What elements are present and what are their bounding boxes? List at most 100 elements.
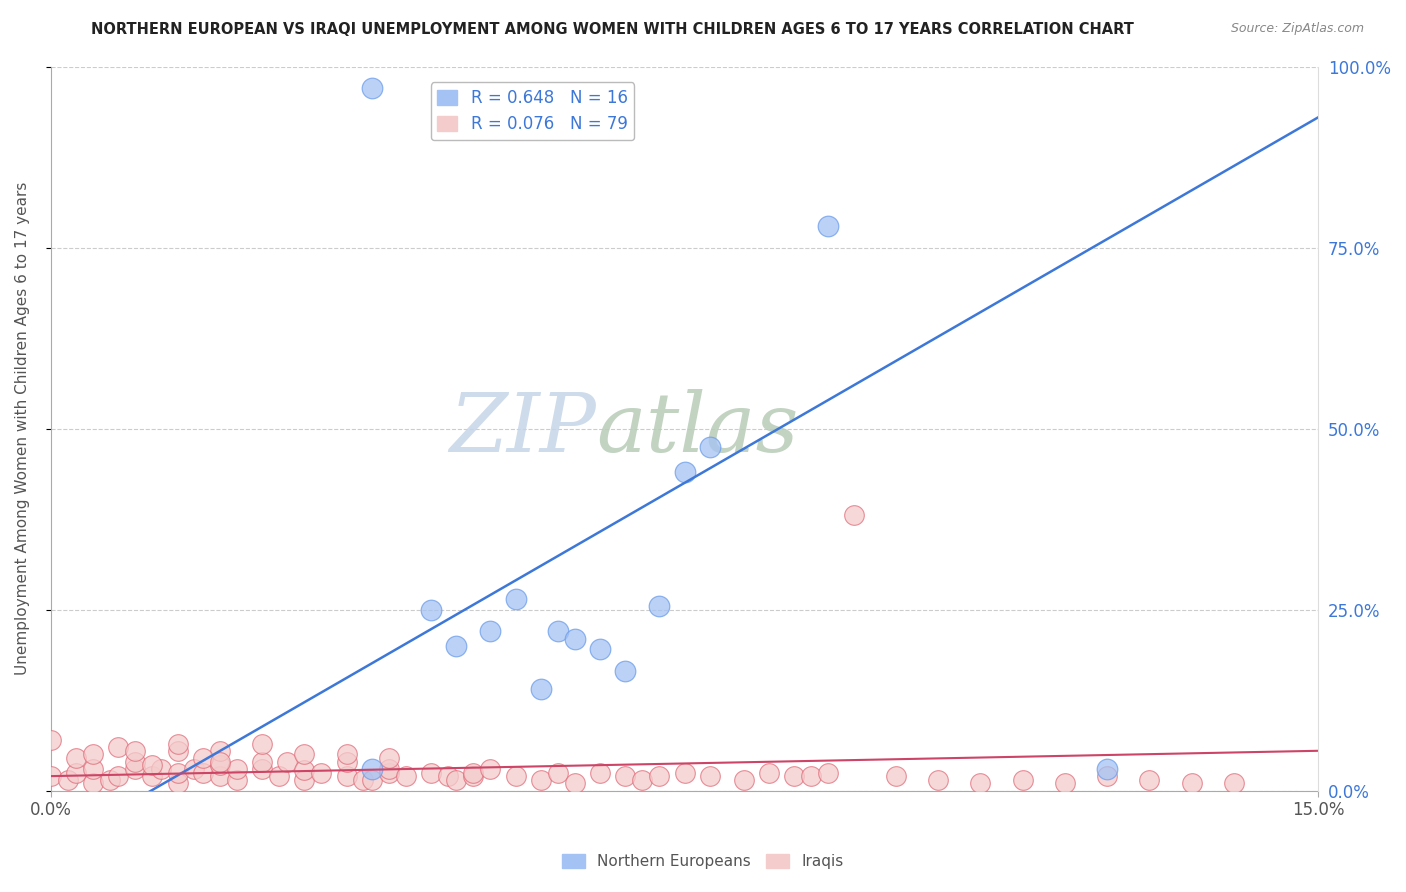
Point	[446, 639, 468, 653]
Point	[292, 747, 315, 762]
Point	[276, 755, 298, 769]
Point	[378, 765, 401, 780]
Point	[479, 624, 502, 639]
Point	[166, 765, 188, 780]
Point	[166, 744, 188, 758]
Point	[65, 751, 87, 765]
Point	[1180, 776, 1202, 790]
Point	[65, 765, 87, 780]
Point	[446, 772, 468, 787]
Point	[648, 769, 671, 783]
Point	[884, 769, 907, 783]
Point	[124, 762, 146, 776]
Point	[208, 769, 231, 783]
Point	[420, 765, 443, 780]
Point	[39, 733, 62, 747]
Point	[225, 762, 247, 776]
Point	[335, 747, 357, 762]
Point	[420, 602, 443, 616]
Point	[673, 765, 696, 780]
Point	[361, 772, 384, 787]
Point	[614, 664, 637, 678]
Point	[166, 737, 188, 751]
Point	[530, 682, 553, 697]
Point	[361, 762, 384, 776]
Point	[250, 755, 273, 769]
Point	[1223, 776, 1246, 790]
Point	[463, 765, 485, 780]
Point	[395, 769, 418, 783]
Point	[82, 762, 104, 776]
Point	[191, 765, 214, 780]
Point	[547, 765, 569, 780]
Point	[1095, 769, 1118, 783]
Point	[191, 751, 214, 765]
Point	[614, 769, 637, 783]
Point	[309, 765, 332, 780]
Point	[292, 772, 315, 787]
Point	[335, 769, 357, 783]
Point	[166, 776, 188, 790]
Point	[82, 747, 104, 762]
Point	[817, 765, 839, 780]
Point	[124, 755, 146, 769]
Point	[479, 762, 502, 776]
Point	[817, 219, 839, 233]
Point	[208, 758, 231, 772]
Point	[141, 758, 163, 772]
Point	[267, 769, 290, 783]
Point	[39, 769, 62, 783]
Point	[589, 765, 612, 780]
Point	[361, 81, 384, 95]
Point	[547, 624, 569, 639]
Point	[98, 772, 121, 787]
Point	[505, 591, 527, 606]
Point	[733, 772, 755, 787]
Point	[208, 744, 231, 758]
Point	[225, 772, 247, 787]
Point	[1053, 776, 1076, 790]
Point	[107, 740, 129, 755]
Point	[378, 751, 401, 765]
Point	[353, 772, 375, 787]
Point	[589, 642, 612, 657]
Y-axis label: Unemployment Among Women with Children Ages 6 to 17 years: Unemployment Among Women with Children A…	[15, 182, 30, 675]
Point	[927, 772, 949, 787]
Point	[969, 776, 991, 790]
Point	[82, 776, 104, 790]
Point	[673, 465, 696, 479]
Text: Source: ZipAtlas.com: Source: ZipAtlas.com	[1230, 22, 1364, 36]
Point	[463, 769, 485, 783]
Point	[335, 755, 357, 769]
Point	[530, 772, 553, 787]
Point	[183, 762, 205, 776]
Point	[437, 769, 460, 783]
Text: atlas: atlas	[596, 389, 799, 468]
Point	[141, 769, 163, 783]
Point	[758, 765, 780, 780]
Text: ZIP: ZIP	[449, 389, 596, 468]
Point	[1011, 772, 1033, 787]
Point	[564, 632, 586, 646]
Point	[292, 764, 315, 778]
Point	[107, 769, 129, 783]
Point	[783, 769, 806, 783]
Point	[208, 755, 231, 769]
Point	[1095, 762, 1118, 776]
Text: NORTHERN EUROPEAN VS IRAQI UNEMPLOYMENT AMONG WOMEN WITH CHILDREN AGES 6 TO 17 Y: NORTHERN EUROPEAN VS IRAQI UNEMPLOYMENT …	[91, 22, 1135, 37]
Point	[505, 769, 527, 783]
Point	[1137, 772, 1160, 787]
Point	[149, 762, 172, 776]
Point	[842, 508, 865, 523]
Point	[250, 762, 273, 776]
Legend: Northern Europeans, Iraqis: Northern Europeans, Iraqis	[557, 848, 849, 875]
Point	[699, 440, 721, 454]
Point	[564, 776, 586, 790]
Legend: R = 0.648   N = 16, R = 0.076   N = 79: R = 0.648 N = 16, R = 0.076 N = 79	[430, 82, 634, 140]
Point	[800, 769, 823, 783]
Point	[648, 599, 671, 613]
Point	[378, 762, 401, 776]
Point	[699, 769, 721, 783]
Point	[56, 772, 79, 787]
Point	[124, 744, 146, 758]
